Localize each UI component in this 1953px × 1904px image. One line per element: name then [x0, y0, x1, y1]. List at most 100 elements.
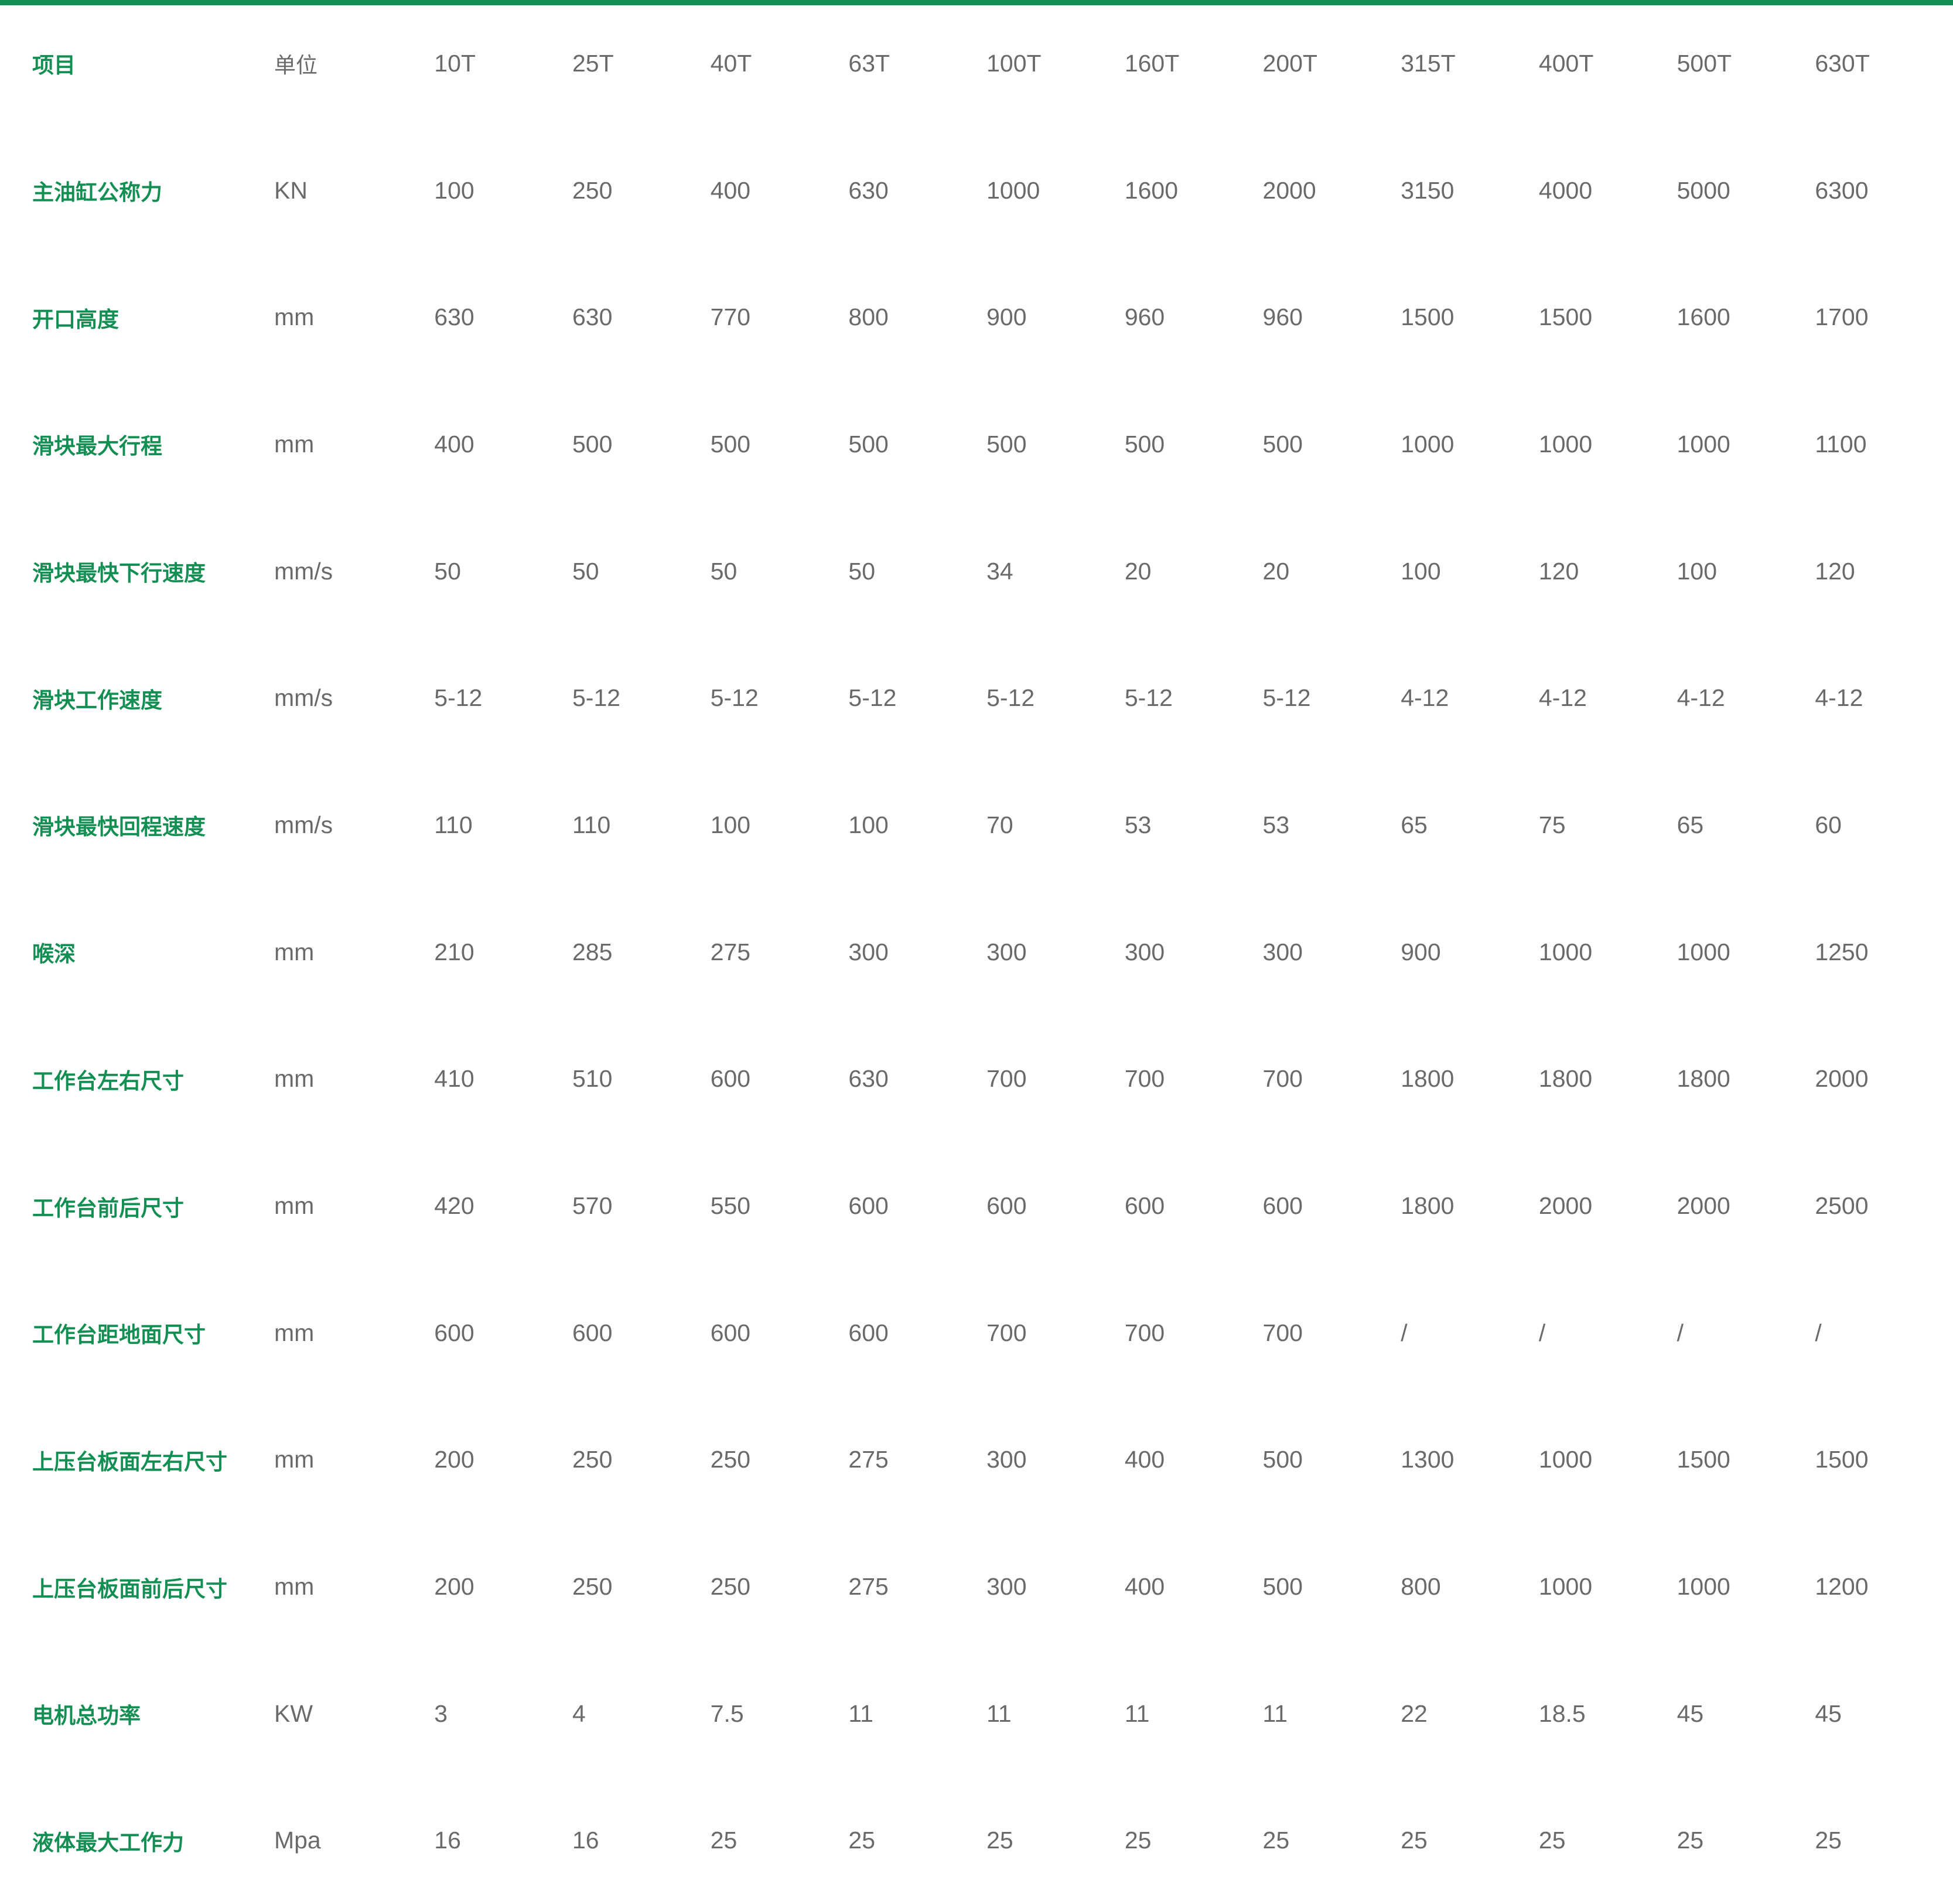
table-cell: 1000: [1401, 430, 1454, 458]
table-cell: 6300: [1815, 176, 1869, 204]
table-cell: 700: [1124, 1319, 1165, 1346]
table-cell: 500: [1262, 1573, 1303, 1601]
row-unit: KW: [274, 1700, 313, 1727]
table-cell: 1200: [1815, 1573, 1869, 1601]
table-row: 滑块工作速度 mm/s 5-12 5-12 5-12 5-12 5-12 5-12 5-12 4-…: [0, 634, 1953, 762]
table-cell: 110: [572, 811, 611, 838]
top-accent-bar: [0, 0, 1953, 5]
table-cell: 700: [1124, 1065, 1165, 1093]
table-cell: 25: [1677, 1827, 1704, 1854]
table-cell: 500: [848, 430, 889, 458]
table-row: 滑块最大行程 mm 400 500 500 500 500 500 500 1000 1000 100…: [0, 381, 1953, 508]
table-cell: 1000: [986, 176, 1040, 204]
table-cell: 5-12: [1262, 684, 1311, 712]
table-cell: 410: [434, 1065, 474, 1093]
row-label: 上压台板面左右尺寸: [32, 1449, 227, 1475]
table-cell: 50: [572, 557, 599, 585]
row-label: 工作台前后尺寸: [32, 1195, 184, 1221]
header-model: 500T: [1677, 49, 1732, 77]
table-cell: 1000: [1677, 938, 1730, 965]
table-cell: 16: [572, 1827, 599, 1854]
table-row: 工作台前后尺寸 mm 420 570 550 600 600 600 600 1800 2000 20…: [0, 1142, 1953, 1270]
header-model: 630T: [1815, 49, 1870, 77]
table-cell: 250: [710, 1573, 751, 1601]
table-cell: 45: [1677, 1700, 1704, 1727]
table-cell: 60: [1815, 811, 1842, 838]
table-cell: 500: [710, 430, 751, 458]
table-cell: 11: [1124, 1700, 1150, 1727]
table-cell: 500: [986, 430, 1027, 458]
table-cell: 5-12: [572, 684, 621, 712]
table-cell: 5000: [1677, 176, 1730, 204]
table-cell: 16: [434, 1827, 461, 1854]
table-cell: 100: [848, 811, 889, 838]
table-cell: 4-12: [1401, 684, 1449, 712]
table-cell: 34: [986, 557, 1013, 585]
header-model: 200T: [1262, 49, 1317, 77]
table-row: 滑块最快回程速度 mm/s 110 110 100 100 70 53 53 65 75 65 60: [0, 762, 1953, 889]
row-label: 滑块工作速度: [32, 687, 162, 713]
table-cell: 630: [848, 176, 889, 204]
table-row: 工作台距地面尺寸 mm 600 600 600 600 700 700 700 / / / /: [0, 1270, 1953, 1397]
header-model: 10T: [434, 49, 476, 77]
table-cell: 70: [986, 811, 1013, 838]
table-row: 主油缸公称力 KN 100 250 400 630 1000 1600 2000 3150 4000…: [0, 127, 1953, 254]
table-cell: 700: [986, 1319, 1027, 1346]
table-row: 工作台左右尺寸 mm 410 510 600 630 700 700 700 1800 1800 18…: [0, 1016, 1953, 1143]
table-cell: 100: [1401, 557, 1441, 585]
table-row: 上压台板面左右尺寸 mm 200 250 250 275 300 400 500 1300 1000…: [0, 1397, 1953, 1524]
row-label: 工作台左右尺寸: [32, 1068, 184, 1094]
table-cell: 50: [434, 557, 461, 585]
table-cell: 2000: [1815, 1065, 1869, 1093]
row-unit: Mpa: [274, 1827, 321, 1854]
table-cell: 400: [434, 430, 474, 458]
table-cell: 250: [572, 1573, 613, 1601]
table-cell: 900: [986, 303, 1027, 331]
table-cell: 11: [848, 1700, 873, 1727]
table-cell: 600: [1124, 1192, 1165, 1220]
table-cell: 5-12: [848, 684, 897, 712]
table-cell: 25: [1815, 1827, 1842, 1854]
row-unit: mm: [274, 303, 315, 331]
table-cell: 25: [710, 1827, 738, 1854]
table-cell: 600: [1262, 1192, 1303, 1220]
row-label: 喉深: [32, 941, 76, 967]
row-label: 液体最大工作力: [32, 1830, 184, 1855]
table-cell: 120: [1538, 557, 1579, 585]
table-cell: 1700: [1815, 303, 1869, 331]
table-row: 喉深 mm 210 285 275 300 300 300 300 900 1000 1000 1250: [0, 889, 1953, 1016]
table-cell: 300: [986, 1446, 1027, 1473]
table-cell: 25: [1401, 1827, 1428, 1854]
row-unit: mm: [274, 1573, 315, 1601]
table-cell: 25: [848, 1827, 876, 1854]
table-cell: 100: [710, 811, 751, 838]
header-model: 40T: [710, 49, 752, 77]
header-unit-label: 单位: [274, 53, 317, 79]
table-cell: 770: [710, 303, 751, 331]
table-cell: /: [1677, 1319, 1684, 1346]
table-cell: 20: [1262, 557, 1290, 585]
row-unit: mm/s: [274, 684, 333, 712]
table-cell: 1800: [1538, 1065, 1593, 1093]
table-cell: 3: [434, 1700, 448, 1727]
table-cell: 600: [848, 1192, 889, 1220]
table-row: 电机总功率 KW 3 4 7.5 11 11 11 11 22 18.5 45 45: [0, 1650, 1953, 1777]
table-cell: 400: [1124, 1573, 1165, 1601]
table-cell: 275: [848, 1573, 889, 1601]
table-cell: 1500: [1538, 303, 1593, 331]
table-cell: 570: [572, 1192, 613, 1220]
header-model: 315T: [1401, 49, 1456, 77]
table-cell: 53: [1262, 811, 1290, 838]
row-label: 滑块最快下行速度: [32, 561, 206, 586]
table-cell: 700: [986, 1065, 1027, 1093]
row-unit: mm: [274, 1192, 315, 1220]
row-label: 上压台板面前后尺寸: [32, 1576, 227, 1602]
table-cell: 5-12: [986, 684, 1035, 712]
table-cell: 300: [1262, 938, 1303, 965]
table-cell: 600: [710, 1319, 751, 1346]
table-cell: 50: [710, 557, 738, 585]
table-cell: 1000: [1538, 1573, 1593, 1601]
row-label: 开口高度: [32, 306, 119, 332]
row-unit: mm/s: [274, 557, 333, 585]
